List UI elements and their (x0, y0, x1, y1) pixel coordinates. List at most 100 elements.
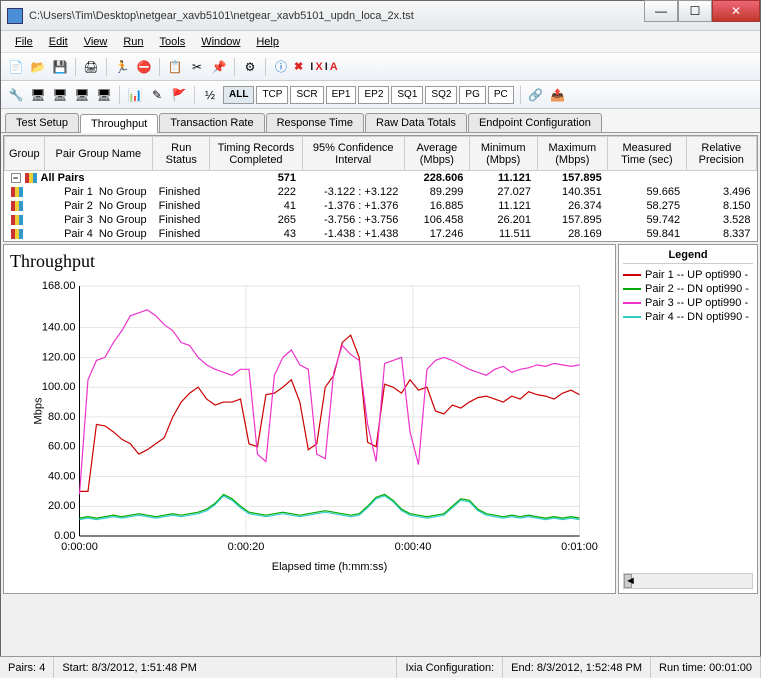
table-row[interactable]: Pair 3 No GroupFinished 265-3.756 : +3.7… (5, 213, 757, 227)
filter-ep2[interactable]: EP2 (358, 86, 389, 104)
menu-view[interactable]: View (76, 34, 116, 50)
table-summary-row[interactable]: −All Pairs 571228.60611.121157.895 (5, 171, 757, 186)
window-title: C:\Users\Tim\Desktop\netgear_xavb5101\ne… (29, 10, 644, 22)
menu-run[interactable]: Run (115, 34, 151, 50)
tab-raw-data-totals[interactable]: Raw Data Totals (365, 113, 467, 132)
filter-pg[interactable]: PG (459, 86, 485, 104)
legend-scrollbar[interactable]: ◄ (623, 573, 753, 589)
link-icon[interactable]: 🔗 (527, 86, 545, 104)
menu-tools[interactable]: Tools (152, 34, 194, 50)
column-header[interactable]: Relative Precision (686, 137, 756, 171)
tab-test-setup[interactable]: Test Setup (5, 113, 79, 132)
svg-text:80.00: 80.00 (48, 411, 76, 423)
settings-icon[interactable]: ⚙ (241, 58, 259, 76)
close-button[interactable]: ✕ (712, 0, 760, 22)
info-icon[interactable]: ⓘ (272, 58, 290, 76)
minimize-button[interactable]: — (644, 0, 678, 22)
open-icon[interactable]: 📂 (29, 58, 47, 76)
chart-icon[interactable]: 📊 (126, 86, 144, 104)
print-icon[interactable]: 🖨 (82, 58, 100, 76)
monitor2-icon[interactable]: 🖥 (51, 86, 69, 104)
maximize-button[interactable]: ☐ (678, 0, 712, 22)
filter-pc[interactable]: PC (488, 86, 514, 104)
filter-tcp[interactable]: TCP (256, 86, 288, 104)
column-header[interactable]: Run Status (153, 137, 210, 171)
monitor1-icon[interactable]: 🖥 (29, 86, 47, 104)
filter-sq2[interactable]: SQ2 (425, 86, 457, 104)
svg-text:60.00: 60.00 (48, 441, 76, 453)
svg-text:0:00:00: 0:00:00 (61, 541, 98, 553)
status-end: End: 8/3/2012, 1:52:48 PM (503, 657, 651, 678)
svg-text:0:01:00: 0:01:00 (561, 541, 598, 553)
edit-icon[interactable]: ✎ (148, 86, 166, 104)
svg-text:100.00: 100.00 (42, 381, 76, 393)
tool-icon[interactable]: 🔧 (7, 86, 25, 104)
cut-icon[interactable]: ✂ (188, 58, 206, 76)
column-header[interactable]: Minimum (Mbps) (469, 137, 537, 171)
column-header[interactable]: Measured Time (sec) (608, 137, 686, 171)
list-icon[interactable]: ½ (201, 86, 219, 104)
title-bar: C:\Users\Tim\Desktop\netgear_xavb5101\ne… (1, 1, 760, 31)
column-header[interactable]: Group (5, 137, 45, 171)
svg-text:0:00:20: 0:00:20 (228, 541, 265, 553)
legend-item[interactable]: Pair 3 -- UP opti990 - (623, 296, 753, 310)
ixia-logo: ✖ IXIA (294, 60, 340, 73)
status-start: Start: 8/3/2012, 1:51:48 PM (54, 657, 397, 678)
svg-text:Mbps: Mbps (33, 397, 45, 424)
svg-text:120.00: 120.00 (42, 351, 76, 363)
results-table: GroupPair Group NameRun StatusTiming Rec… (3, 135, 758, 242)
status-pairs: Pairs: 4 (0, 657, 54, 678)
svg-text:0:00:40: 0:00:40 (395, 541, 432, 553)
column-header[interactable]: Maximum (Mbps) (537, 137, 608, 171)
app-icon (7, 8, 23, 24)
save-icon[interactable]: 💾 (51, 58, 69, 76)
chart-panel: Throughput 0.0020.0040.0060.0080.00100.0… (3, 244, 616, 594)
filter-ep1[interactable]: EP1 (326, 86, 357, 104)
paste-icon[interactable]: 📌 (210, 58, 228, 76)
copy-icon[interactable]: 📋 (166, 58, 184, 76)
status-bar: Pairs: 4 Start: 8/3/2012, 1:51:48 PM Ixi… (0, 656, 761, 678)
legend-item[interactable]: Pair 4 -- DN opti990 - (623, 310, 753, 324)
legend-item[interactable]: Pair 2 -- DN opti990 - (623, 282, 753, 296)
tab-bar: Test SetupThroughputTransaction RateResp… (1, 109, 760, 133)
table-row[interactable]: Pair 1 No GroupFinished 222-3.122 : +3.1… (5, 185, 757, 199)
svg-text:168.00: 168.00 (42, 280, 76, 292)
column-header[interactable]: Pair Group Name (44, 137, 153, 171)
export-icon[interactable]: 📤 (549, 86, 567, 104)
table-row[interactable]: Pair 4 No GroupFinished 43-1.438 : +1.43… (5, 227, 757, 241)
menu-bar: FileEditViewRunToolsWindowHelp (1, 31, 760, 53)
menu-edit[interactable]: Edit (41, 34, 76, 50)
monitor3-icon[interactable]: 🖥 (73, 86, 91, 104)
menu-help[interactable]: Help (248, 34, 287, 50)
svg-text:140.00: 140.00 (42, 322, 76, 334)
tab-throughput[interactable]: Throughput (80, 114, 158, 133)
legend-panel: Legend Pair 1 -- UP opti990 -Pair 2 -- D… (618, 244, 758, 594)
run-icon[interactable]: 🏃 (113, 58, 131, 76)
column-header[interactable]: Timing Records Completed (210, 137, 302, 171)
menu-file[interactable]: File (7, 34, 41, 50)
toolbar-filters: 🔧 🖥 🖥 🖥 🖥 📊 ✎ 🚩 ½ ALLTCPSCREP1EP2SQ1SQ2P… (1, 81, 760, 109)
filter-scr[interactable]: SCR (290, 86, 323, 104)
legend-item[interactable]: Pair 1 -- UP opti990 - (623, 268, 753, 282)
status-config: Ixia Configuration: (397, 657, 503, 678)
stop-icon[interactable]: ⛔ (135, 58, 153, 76)
filter-sq1[interactable]: SQ1 (391, 86, 423, 104)
toolbar-main: 📄 📂 💾 🖨 🏃 ⛔ 📋 ✂ 📌 ⚙ ⓘ ✖ IXIA (1, 53, 760, 81)
svg-text:40.00: 40.00 (48, 470, 76, 482)
legend-title: Legend (623, 249, 753, 264)
monitor4-icon[interactable]: 🖥 (95, 86, 113, 104)
filter-all[interactable]: ALL (223, 86, 254, 104)
status-runtime: Run time: 00:01:00 (651, 657, 761, 678)
flag-icon[interactable]: 🚩 (170, 86, 188, 104)
column-header[interactable]: 95% Confidence Interval (302, 137, 404, 171)
new-icon[interactable]: 📄 (7, 58, 25, 76)
svg-text:20.00: 20.00 (48, 500, 76, 512)
tab-response-time[interactable]: Response Time (266, 113, 364, 132)
throughput-chart: 0.0020.0040.0060.0080.00100.00120.00140.… (10, 276, 609, 576)
column-header[interactable]: Average (Mbps) (404, 137, 469, 171)
tab-endpoint-configuration[interactable]: Endpoint Configuration (468, 113, 602, 132)
table-row[interactable]: Pair 2 No GroupFinished 41-1.376 : +1.37… (5, 199, 757, 213)
tab-transaction-rate[interactable]: Transaction Rate (159, 113, 264, 132)
chart-title: Throughput (10, 251, 609, 272)
menu-window[interactable]: Window (193, 34, 248, 50)
